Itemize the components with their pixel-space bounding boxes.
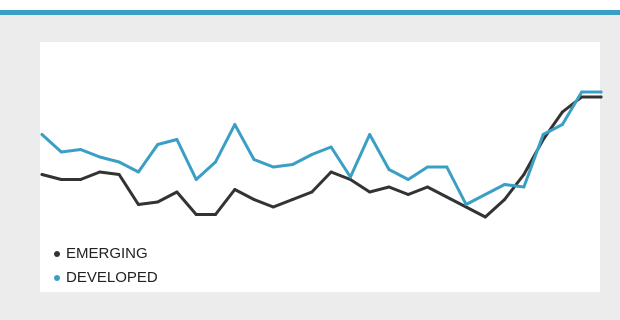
data-point-developed <box>214 160 217 164</box>
data-point-developed <box>291 163 295 166</box>
data-point-emerging <box>387 185 391 189</box>
legend-marker-developed <box>54 275 60 281</box>
data-point-developed <box>368 133 372 136</box>
legend-label-emerging: EMERGING <box>66 245 148 262</box>
data-point-emerging <box>348 178 352 181</box>
data-point-developed <box>175 138 179 141</box>
data-point-developed <box>40 133 44 136</box>
data-point-emerging <box>40 173 44 176</box>
data-point-developed <box>560 123 564 126</box>
series-line-developed <box>40 90 603 206</box>
header-rule <box>0 10 620 15</box>
data-point-emerging <box>503 198 507 201</box>
data-point-developed <box>599 90 603 94</box>
data-point-developed <box>310 153 314 156</box>
legend: EMERGING DEVELOPED <box>54 242 158 290</box>
data-point-emerging <box>426 185 429 189</box>
legend-label-developed: DEVELOPED <box>66 269 158 286</box>
data-point-emerging <box>98 170 102 174</box>
data-point-developed <box>387 168 391 171</box>
data-point-emerging <box>560 110 564 114</box>
chart-panel <box>40 42 600 292</box>
data-point-developed <box>426 165 429 169</box>
data-point-emerging <box>136 203 140 206</box>
data-point-emerging <box>329 170 333 174</box>
data-point-developed <box>252 158 256 161</box>
data-point-emerging <box>194 213 198 216</box>
data-point-emerging <box>214 213 217 216</box>
data-point-developed <box>156 143 160 146</box>
data-point-developed <box>464 203 468 206</box>
data-point-developed <box>271 165 275 169</box>
data-point-emerging <box>252 198 256 201</box>
data-point-emerging <box>310 190 314 194</box>
data-point-emerging <box>368 190 372 194</box>
data-point-developed <box>233 123 237 126</box>
data-point-developed <box>136 170 140 174</box>
data-point-developed <box>406 178 410 181</box>
data-point-emerging <box>483 215 487 219</box>
data-point-emerging <box>175 190 179 194</box>
data-point-developed <box>79 148 83 151</box>
data-point-emerging <box>156 200 160 204</box>
data-point-emerging <box>59 178 63 181</box>
data-point-emerging <box>445 195 449 199</box>
data-point-emerging <box>406 193 410 196</box>
legend-item-developed: DEVELOPED <box>54 266 158 290</box>
data-point-emerging <box>580 95 584 99</box>
legend-item-emerging: EMERGING <box>54 242 158 266</box>
data-point-emerging <box>233 188 237 191</box>
legend-marker-emerging <box>54 251 60 257</box>
header-band <box>0 0 620 10</box>
data-point-emerging <box>79 178 83 181</box>
data-point-developed <box>483 193 487 196</box>
data-point-emerging <box>291 198 295 201</box>
data-point-developed <box>348 175 352 179</box>
series-line-emerging <box>40 95 603 219</box>
data-point-developed <box>522 185 526 189</box>
data-point-developed <box>445 165 449 169</box>
data-point-developed <box>117 160 121 164</box>
data-point-emerging <box>464 205 468 209</box>
data-point-emerging <box>599 95 603 99</box>
data-point-developed <box>580 90 584 94</box>
data-point-developed <box>503 183 507 186</box>
data-point-developed <box>59 150 63 154</box>
data-point-developed <box>541 133 545 136</box>
data-point-emerging <box>522 173 526 176</box>
data-point-emerging <box>271 205 275 209</box>
data-point-developed <box>194 178 198 181</box>
data-point-developed <box>329 145 333 149</box>
data-point-emerging <box>117 173 121 176</box>
data-point-developed <box>98 155 102 159</box>
